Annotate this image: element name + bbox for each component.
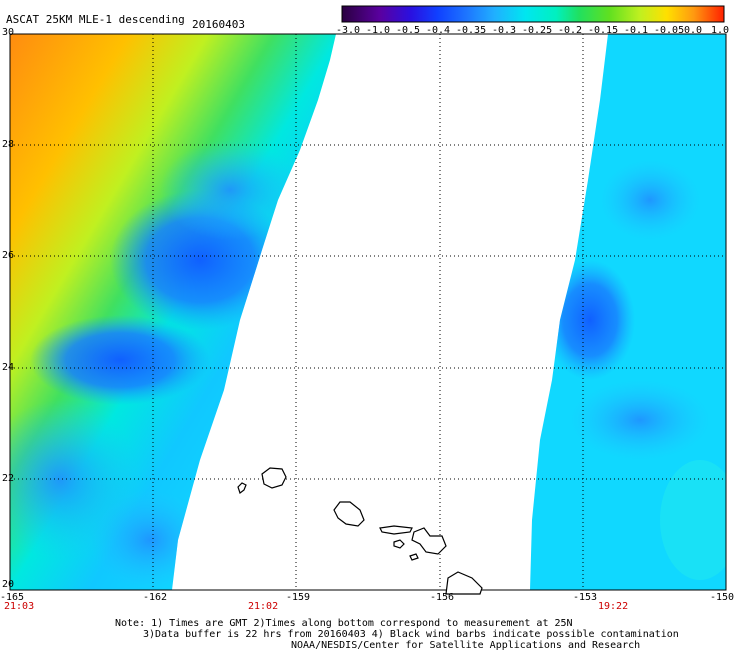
lon-label: -165 [0, 592, 25, 603]
time-label: 21:03 [4, 601, 35, 612]
map-date: 20160403 [192, 18, 245, 31]
lat-label: 20 [2, 579, 15, 590]
colorbar-label: 1.0 [711, 25, 730, 36]
colorbar-label: -3.0 [336, 25, 361, 36]
coastline [237, 467, 483, 595]
map-title: ASCAT 25KM MLE-1 descending [6, 13, 185, 26]
right-swath [530, 34, 726, 590]
grid [10, 34, 726, 590]
colorbar [341, 5, 725, 23]
colorbar-label: -0.2 [558, 25, 583, 36]
colorbar-label: -0.35 [456, 25, 487, 36]
colorbar-label: 0.0 [684, 25, 703, 36]
colorbar-label: -0.15 [588, 25, 619, 36]
lat-label: 22 [2, 473, 15, 484]
colorbar-label: -0.5 [396, 25, 421, 36]
island-oahu [333, 501, 365, 527]
lat-label: 24 [2, 362, 15, 373]
lon-label: -153 [573, 592, 598, 603]
colorbar-label: -0.3 [492, 25, 517, 36]
colorbar-label: -0.25 [522, 25, 553, 36]
footer-note-2: 3)Data buffer is 22 hrs from 20160403 4)… [143, 629, 679, 640]
island-kahoolawe [409, 553, 419, 561]
footer-credit: NOAA/NESDIS/Center for Satellite Applica… [291, 640, 641, 651]
island-molokai [379, 525, 413, 535]
lat-label: 26 [2, 250, 15, 261]
lon-label: -156 [430, 592, 455, 603]
island-niihau [237, 482, 247, 494]
island-lanai [393, 539, 405, 549]
lon-label: -150 [710, 592, 735, 603]
footer-note-1: Note: 1) Times are GMT 2)Times along bot… [115, 618, 573, 629]
island-kauai [261, 467, 287, 489]
lon-label: -162 [143, 592, 168, 603]
plot-frame [9, 33, 727, 591]
colorbar-label: -1.0 [366, 25, 391, 36]
colorbar-label: -0.4 [426, 25, 451, 36]
lat-label: 28 [2, 139, 15, 150]
time-label: 19:22 [598, 601, 629, 612]
colorbar-label: -0.05 [654, 25, 685, 36]
island-maui [411, 527, 447, 555]
lon-label: -159 [286, 592, 311, 603]
colorbar-label: -0.1 [624, 25, 649, 36]
island-hawaii [445, 571, 483, 595]
lat-label: 30 [2, 27, 15, 38]
time-label: 21:02 [248, 601, 279, 612]
left-swath [10, 34, 336, 590]
